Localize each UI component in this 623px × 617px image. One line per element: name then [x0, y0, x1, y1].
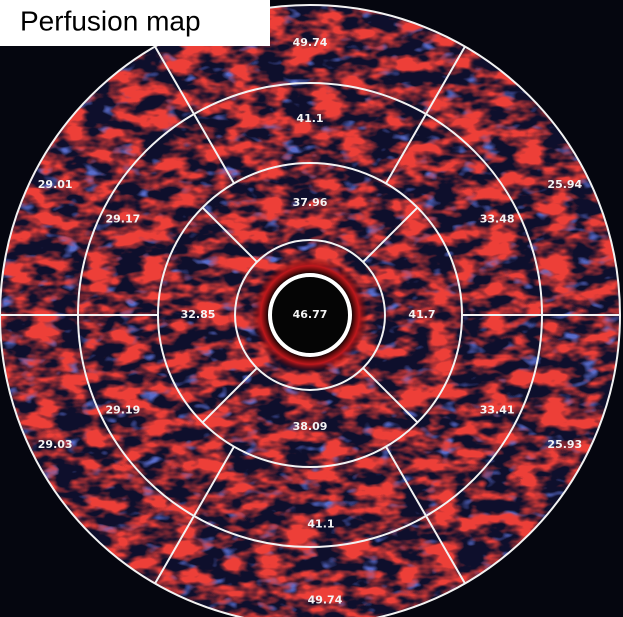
segment-value: 41.7: [408, 308, 435, 321]
segment-value: 29.17: [105, 213, 140, 226]
segment-value: 49.74: [308, 594, 343, 607]
page: {"title": "Perfusion map", "center": {"v…: [0, 0, 623, 617]
segment-value: 29.01: [38, 178, 73, 191]
segment-value: 25.94: [547, 178, 582, 191]
segment-value: 33.48: [480, 213, 515, 226]
segment-value: 37.96: [293, 196, 328, 209]
perfusion-map: 37.96 41.7 38.09 32.85 41.1 33.48 33.41 41.1 29.…: [0, 0, 623, 617]
segment-value: 49.74: [293, 36, 328, 49]
center-value: 46.77: [293, 308, 328, 321]
title: Perfusion map: [20, 5, 201, 36]
segment-value: 33.41: [480, 403, 515, 416]
segment-value: 29.03: [38, 438, 73, 451]
segment-value: 38.09: [293, 420, 328, 433]
segment-value: 29.19: [105, 403, 140, 416]
segment-value: 25.93: [547, 438, 582, 451]
segment-value: 32.85: [181, 308, 216, 321]
segment-value: 41.1: [296, 112, 323, 125]
segment-value: 41.1: [307, 518, 334, 531]
